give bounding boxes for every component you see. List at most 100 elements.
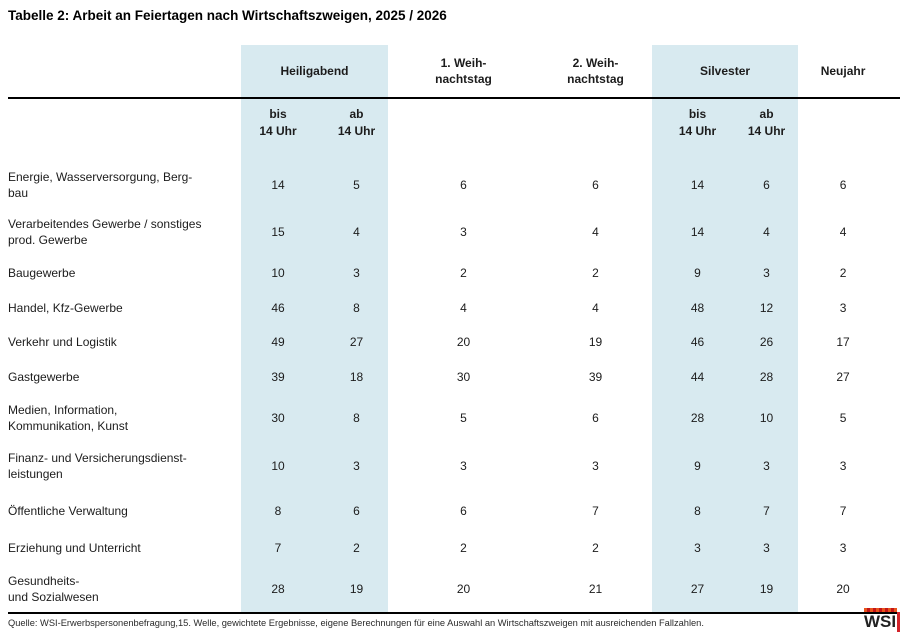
- data-cell: 9: [652, 441, 726, 491]
- data-cell: 8: [241, 491, 315, 531]
- header-group-row: Heiligabend 1. Weih- nachtstag 2. Weih- …: [8, 45, 900, 99]
- data-cell: 3: [839, 541, 847, 555]
- data-cell: 21: [521, 565, 653, 614]
- data-cell: 2: [315, 531, 389, 565]
- data-cell: 5: [315, 161, 389, 209]
- table-row: Verarbeitendes Gewerbe / sonstiges prod.…: [8, 209, 900, 255]
- data-cell: 6: [460, 178, 467, 192]
- subcol-heiligabend-bis-14: bis 14 Uhr: [241, 98, 315, 161]
- data-cell: 39: [588, 370, 603, 384]
- table-row: Erziehung und Unterricht 7 2 2 2 3 3 3: [8, 531, 900, 565]
- wsi-logo: WSI: [864, 608, 900, 631]
- data-cell: 7: [592, 504, 599, 518]
- header-sub-row: bis 14 Uhr ab 14 Uhr bis 14 Uhr ab 14 Uh…: [8, 98, 900, 161]
- data-cell: 6: [592, 178, 599, 192]
- data-cell: 8: [315, 291, 389, 325]
- data-cell: 6: [460, 504, 467, 518]
- logo-accent: [897, 612, 900, 632]
- empty-header-cell: [521, 98, 652, 161]
- data-cell: 6: [592, 411, 599, 425]
- data-cell: 3: [315, 441, 389, 491]
- row-label: Baugewerbe: [8, 266, 76, 280]
- col-group-weihnachtstag-1: 1. Weih- nachtstag: [388, 45, 522, 99]
- col-group-heiligabend: Heiligabend: [241, 45, 389, 99]
- data-cell: 4: [592, 301, 599, 315]
- subcol-silvester-bis-14: bis 14 Uhr: [652, 98, 726, 161]
- data-cell: 46: [652, 325, 726, 359]
- subcol-silvester-ab-14: ab 14 Uhr: [725, 98, 799, 161]
- data-cell: 48: [652, 291, 726, 325]
- data-cell: 28: [725, 359, 799, 395]
- data-cell: 3: [725, 441, 799, 491]
- data-cell: 3: [725, 255, 799, 291]
- data-cell: 17: [836, 335, 850, 349]
- data-cell: 15: [241, 209, 315, 255]
- table-row: Energie, Wasserversorgung, Berg- bau 14 …: [8, 161, 900, 209]
- data-cell: 10: [725, 395, 799, 441]
- data-cell: 12: [725, 291, 799, 325]
- data-cell: 5: [460, 411, 467, 425]
- data-cell: 3: [839, 459, 847, 473]
- logo-dotted-bar: [864, 608, 897, 612]
- row-label: Handel, Kfz-Gewerbe: [8, 301, 123, 315]
- table-row: Gastgewerbe 39 18 30 39 44 28 27: [8, 359, 900, 395]
- data-cell: 19: [588, 335, 603, 349]
- source-note: Quelle: WSI-Erwerbspersonenbefragung,15.…: [8, 618, 704, 628]
- data-cell: 49: [241, 325, 315, 359]
- data-cell: 3: [315, 255, 389, 291]
- row-label: Erziehung und Unterricht: [8, 541, 141, 555]
- table-title: Tabelle 2: Arbeit an Feiertagen nach Wir…: [8, 8, 447, 23]
- data-cell: 19: [725, 565, 799, 614]
- data-cell: 4: [592, 225, 599, 239]
- data-cell: 4: [839, 225, 847, 239]
- col-group-silvester: Silvester: [652, 45, 799, 99]
- row-label: Medien, Information, Kommunikation, Kuns…: [8, 403, 129, 433]
- data-cell: 26: [725, 325, 799, 359]
- data-cell: 6: [839, 178, 847, 192]
- table-row: Finanz- und Versicherungsdienst- leistun…: [8, 441, 900, 491]
- data-cell: 8: [315, 395, 389, 441]
- data-cell: 3: [652, 531, 726, 565]
- table-row: Baugewerbe 10 3 2 2 9 3 2: [8, 255, 900, 291]
- data-cell: 3: [460, 459, 467, 473]
- table-row: Gesundheits- und Sozialwesen 28 19 20 21…: [8, 565, 900, 614]
- data-cell: 4: [460, 301, 467, 315]
- data-cell: 7: [725, 491, 799, 531]
- data-cell: 7: [241, 531, 315, 565]
- holiday-work-table: Heiligabend 1. Weih- nachtstag 2. Weih- …: [8, 45, 900, 614]
- data-cell: 9: [652, 255, 726, 291]
- data-cell: 8: [652, 491, 726, 531]
- data-cell: 14: [652, 161, 726, 209]
- data-cell: 6: [315, 491, 389, 531]
- data-cell: 5: [839, 411, 847, 425]
- data-cell: 20: [456, 335, 471, 349]
- empty-header-cell: [388, 98, 521, 161]
- data-cell: 18: [315, 359, 389, 395]
- data-cell: 6: [725, 161, 799, 209]
- data-cell: 27: [836, 370, 850, 384]
- data-cell: 2: [460, 541, 467, 555]
- row-label: Gesundheits- und Sozialwesen: [8, 565, 241, 614]
- data-cell: 2: [592, 266, 599, 280]
- row-label: Gastgewerbe: [8, 370, 80, 384]
- data-cell: 27: [652, 565, 726, 614]
- data-cell: 2: [460, 266, 467, 280]
- table-row: Verkehr und Logistik 49 27 20 19 46 26 1…: [8, 325, 900, 359]
- data-cell: 3: [725, 531, 799, 565]
- data-cell: 14: [241, 161, 315, 209]
- data-cell: 3: [839, 301, 847, 315]
- data-cell: 30: [456, 370, 471, 384]
- data-cell: 2: [839, 266, 847, 280]
- row-label: Verkehr und Logistik: [8, 335, 117, 349]
- empty-header-cell: [798, 98, 900, 161]
- data-cell: 10: [241, 441, 315, 491]
- data-cell: 28: [652, 395, 726, 441]
- empty-header-cell: [8, 98, 241, 161]
- data-cell: 4: [725, 209, 799, 255]
- data-cell: 20: [798, 565, 900, 614]
- data-cell: 4: [315, 209, 389, 255]
- data-cell: 2: [592, 541, 599, 555]
- data-cell: 14: [652, 209, 726, 255]
- data-cell: 46: [241, 291, 315, 325]
